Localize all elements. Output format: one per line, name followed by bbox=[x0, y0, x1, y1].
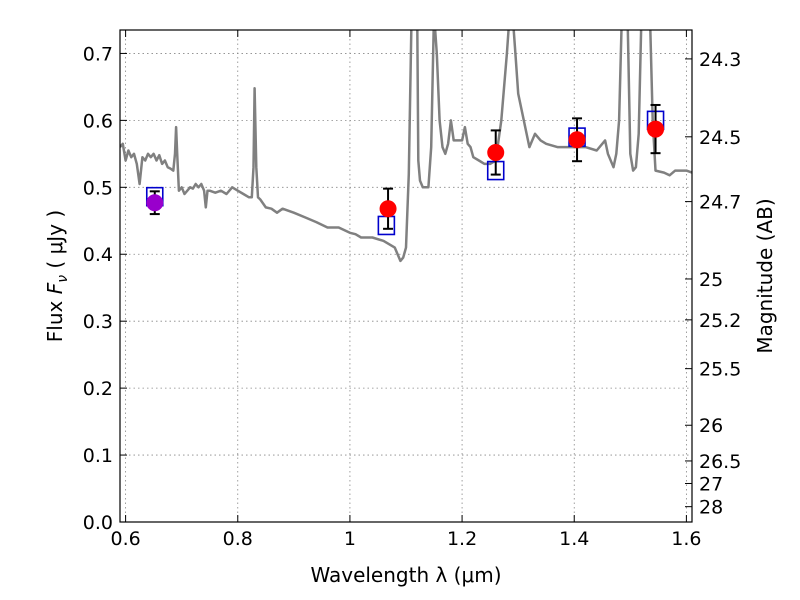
observed-flux-point bbox=[568, 131, 586, 149]
x-tick-label: 1.2 bbox=[447, 528, 477, 550]
magnitude-tick-label: 24.5 bbox=[699, 127, 741, 149]
y-tick-label: 0.2 bbox=[83, 378, 113, 400]
y-tick-label: 0.4 bbox=[83, 244, 113, 266]
y-axis-label-subscript: ν bbox=[55, 275, 71, 283]
magnitude-tick-label: 24.7 bbox=[699, 192, 741, 214]
x-tick-label: 1.6 bbox=[671, 528, 701, 550]
y2-axis-label: Magnitude (AB) bbox=[753, 198, 777, 353]
plot-frame bbox=[119, 29, 693, 523]
magnitude-tick-label: 25.5 bbox=[699, 359, 741, 381]
y-axis-label: Flux Fν ( μJy ) bbox=[43, 210, 71, 342]
y-axis-ticks: 0.0 0.1 0.2 0.3 0.4 0.5 0.6 0.7 bbox=[83, 43, 127, 534]
magnitude-tick-label: 28 bbox=[699, 497, 723, 519]
y-tick-label: 0.1 bbox=[83, 445, 113, 467]
y-axis-label-symbol: F bbox=[43, 282, 67, 294]
observed-flux-point bbox=[379, 200, 397, 218]
observed-points bbox=[146, 120, 665, 218]
x-axis-ticks: 0.6 0.8 1 1.2 1.4 1.6 bbox=[110, 30, 702, 550]
x-tick-label: 0.6 bbox=[110, 528, 140, 550]
magnitude-tick-label: 26.5 bbox=[699, 451, 741, 473]
magnitude-tick-label: 24.3 bbox=[699, 49, 741, 71]
x-tick-label: 0.8 bbox=[223, 528, 253, 550]
magnitude-tick-label: 25.2 bbox=[699, 310, 741, 332]
observed-flux-point bbox=[146, 194, 164, 212]
observed-flux-point bbox=[647, 120, 665, 138]
magnitude-tick-label: 26 bbox=[699, 415, 723, 437]
observed-flux-point bbox=[487, 143, 505, 161]
y-axis-label-prefix: Flux bbox=[43, 294, 67, 342]
y-tick-label: 0.0 bbox=[83, 512, 113, 534]
plot-area bbox=[120, 30, 692, 263]
x-tick-label: 1.4 bbox=[559, 528, 589, 550]
plot-background bbox=[120, 30, 692, 522]
x-axis-label: Wavelength λ (μm) bbox=[310, 563, 501, 587]
y-axis-label-suffix: ( μJy ) bbox=[43, 210, 67, 275]
y-tick-label: 0.7 bbox=[83, 43, 113, 65]
spectrum-line bbox=[120, 30, 692, 263]
y-tick-label: 0.3 bbox=[83, 311, 113, 333]
y-tick-label: 0.5 bbox=[83, 177, 113, 199]
magnitude-tick-label: 25 bbox=[699, 269, 723, 291]
y-tick-label: 0.6 bbox=[83, 110, 113, 132]
x-tick-label: 1 bbox=[344, 528, 356, 550]
magnitude-tick-label: 27 bbox=[699, 473, 723, 495]
